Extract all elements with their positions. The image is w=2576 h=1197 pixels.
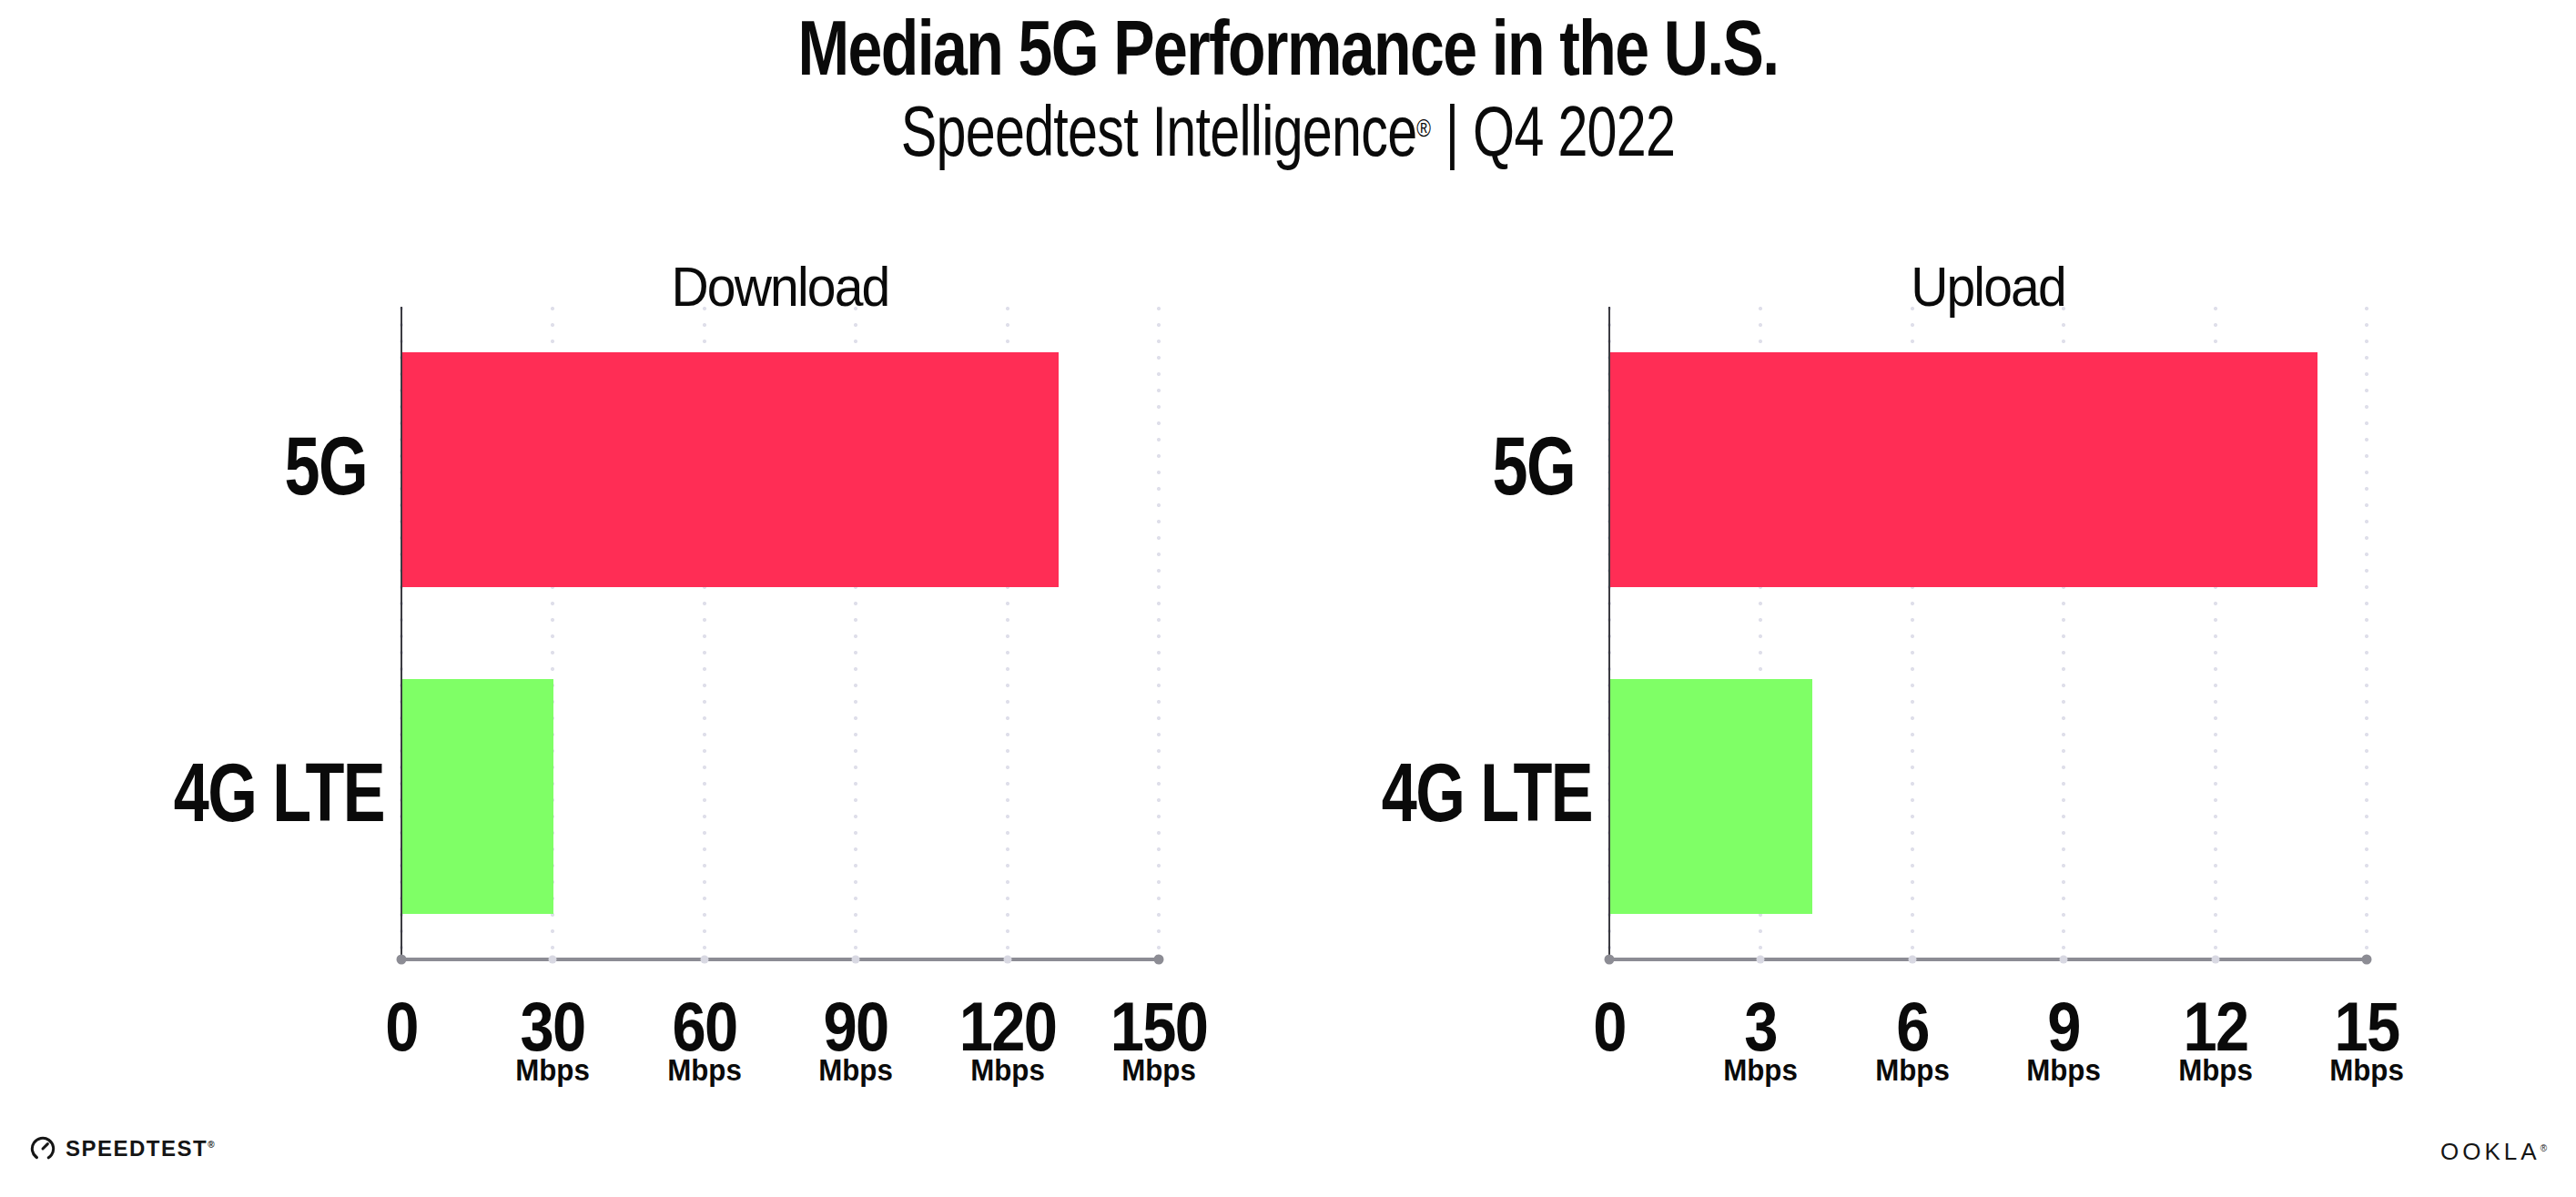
- registered-trademark-icon: ®: [1416, 114, 1431, 142]
- ookla-label: OOKLA: [2440, 1138, 2541, 1165]
- axis-end-dot: [1605, 955, 1615, 965]
- bar-4g-lte: [1610, 679, 1812, 914]
- axis-end-dot: [397, 955, 407, 965]
- category-label: 4G LTE: [1382, 752, 1575, 834]
- axis-tick-dot: [549, 956, 557, 964]
- speedtest-trademark-icon: ®: [208, 1140, 214, 1150]
- axis-tick-dot: [852, 956, 860, 964]
- x-tick-label: 15: [2270, 992, 2462, 1061]
- speedtest-label: SPEEDTEST: [66, 1136, 208, 1161]
- axis-tick-dot: [1003, 956, 1011, 964]
- x-tick-label: 150: [1062, 992, 1254, 1061]
- axis-end-dot: [2362, 955, 2372, 965]
- chart-title-upload: Upload: [1639, 259, 2336, 315]
- axis-tick-dot: [700, 956, 708, 964]
- bar-5g: [402, 352, 1059, 587]
- category-label: 4G LTE: [174, 752, 367, 834]
- bar-4g-lte: [402, 679, 553, 914]
- speedtest-wordmark: SPEEDTEST®: [66, 1138, 215, 1160]
- axis-tick-dot: [2060, 956, 2068, 964]
- speedtest-logo: SPEEDTEST®: [30, 1136, 215, 1161]
- page-title: Median 5G Performance in the U.S.: [258, 9, 2318, 86]
- x-tick-unit: Mbps: [1059, 1054, 1260, 1085]
- category-label: 5G: [174, 426, 367, 508]
- x-tick-unit: Mbps: [2267, 1054, 2468, 1085]
- gridline: [1157, 307, 1161, 959]
- axis-tick-dot: [2211, 956, 2219, 964]
- x-axis-line: [400, 958, 1161, 961]
- subtitle-period: | Q4 2022: [1431, 91, 1675, 171]
- axis-end-dot: [1154, 955, 1164, 965]
- bar-5g: [1610, 352, 2317, 587]
- ookla-trademark-icon: ®: [2541, 1143, 2547, 1153]
- infographic-canvas: Median 5G Performance in the U.S. Speedt…: [0, 0, 2576, 1197]
- subtitle-brand: Speedtest Intelligence: [901, 91, 1417, 171]
- axis-tick-dot: [1908, 956, 1916, 964]
- axis-tick-dot: [1757, 956, 1765, 964]
- gauge-icon: [30, 1136, 56, 1161]
- ookla-logo: OOKLA®: [2440, 1140, 2547, 1163]
- gridline: [2365, 307, 2368, 959]
- chart-title-download: Download: [431, 259, 1128, 315]
- x-axis-line: [1607, 958, 2368, 961]
- page-subtitle: Speedtest Intelligence® | Q4 2022: [309, 93, 2267, 171]
- category-label: 5G: [1382, 426, 1575, 508]
